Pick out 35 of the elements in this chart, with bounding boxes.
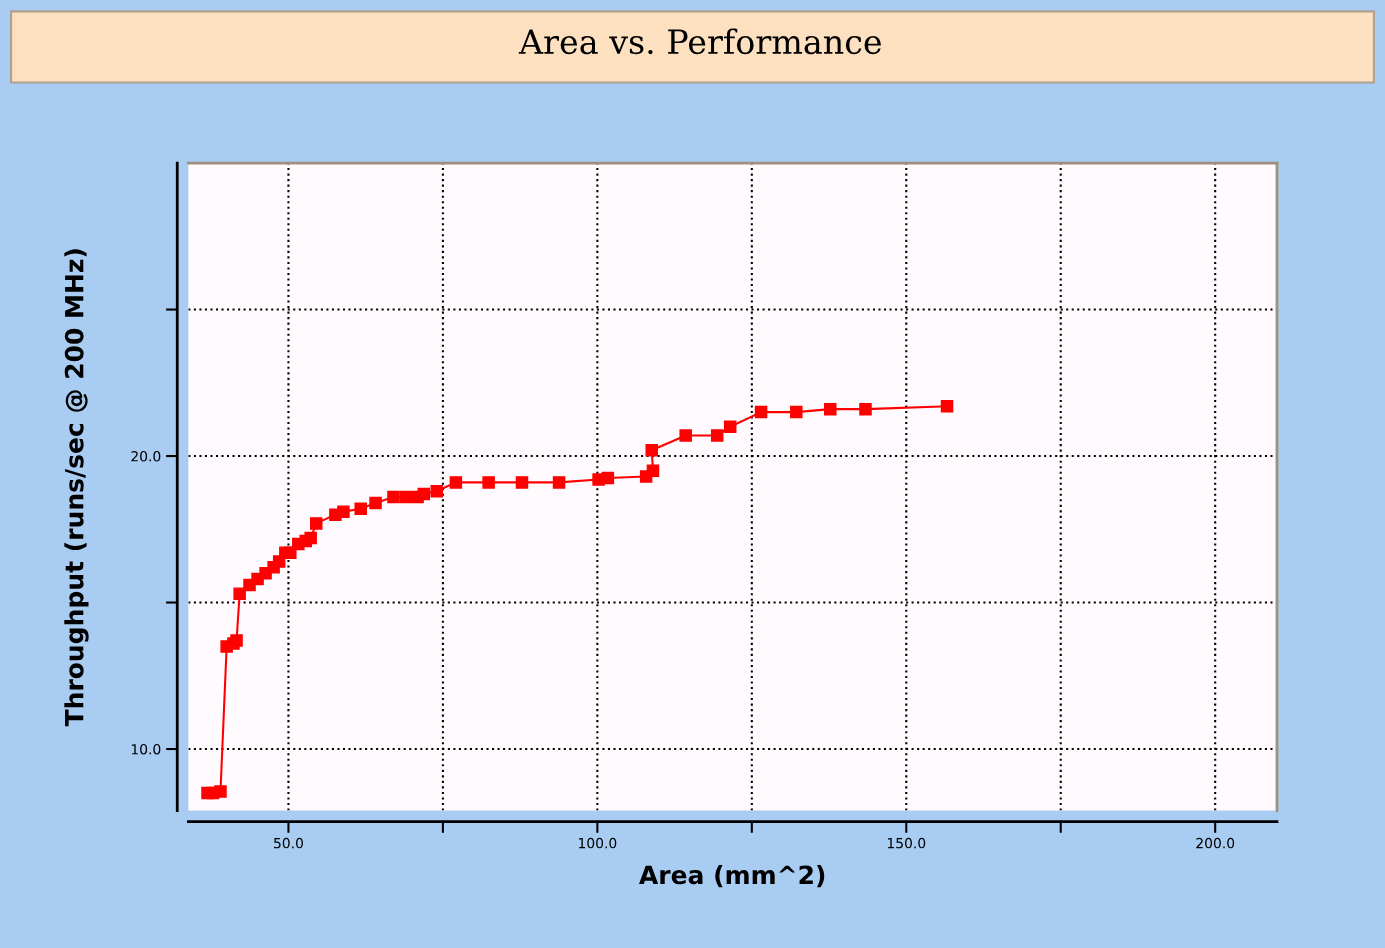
y-axis-title: Throughput (runs/sec @ 200 MHz) (64, 249, 89, 727)
point (723, 420, 737, 433)
chart-title: Area vs. Performance (518, 28, 881, 55)
x-tick-label: 150.0 (887, 837, 926, 849)
y-tick-label: 10.0 (131, 743, 161, 755)
point (304, 531, 317, 545)
x-tick-label: 200.0 (1196, 837, 1235, 849)
x-tick-label: 50.0 (274, 837, 303, 849)
point (309, 517, 323, 530)
point (790, 405, 803, 419)
point (754, 405, 768, 419)
point (387, 490, 400, 504)
point (233, 587, 246, 600)
point (417, 487, 431, 501)
x-axis-title: Area (mm^2) (639, 864, 825, 888)
point (337, 505, 350, 518)
point (354, 502, 367, 516)
point (710, 429, 724, 442)
point (369, 496, 382, 510)
point (940, 399, 954, 413)
point (284, 546, 297, 559)
point (859, 402, 872, 416)
point (449, 476, 463, 489)
point (645, 443, 658, 457)
point (646, 464, 660, 477)
point (430, 484, 443, 498)
point (515, 476, 529, 489)
point (214, 785, 227, 798)
point (824, 402, 837, 416)
point (601, 471, 615, 485)
point (679, 429, 692, 442)
x-tick-label: 100.0 (579, 837, 617, 849)
point (552, 476, 566, 489)
point (482, 476, 495, 489)
y-tick-label: 20.0 (131, 451, 161, 462)
